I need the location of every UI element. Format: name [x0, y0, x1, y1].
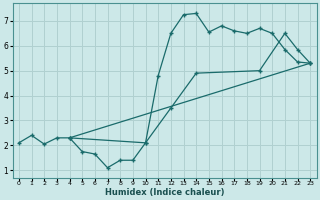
X-axis label: Humidex (Indice chaleur): Humidex (Indice chaleur): [105, 188, 224, 197]
